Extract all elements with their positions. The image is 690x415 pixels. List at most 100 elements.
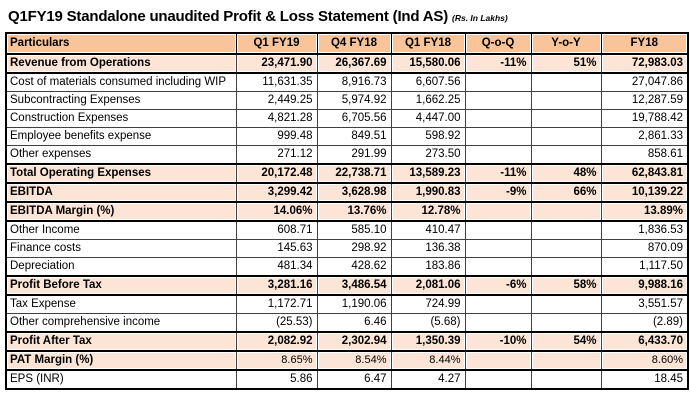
cell-yoy [530,294,602,314]
row-label: EPS (INR) [5,369,237,390]
cell-q1fy19: 145.63 [235,239,318,258]
cell-q1fy18: (5.68) [390,313,466,333]
cell-fy18: 19,788.42 [600,109,689,128]
cell-fy18: 9,988.16 [600,275,689,296]
cell-q1fy19: 1,172.71 [235,294,318,314]
cell-q1fy18: 12.78% [390,201,466,222]
cell-qoq [464,91,532,110]
cell-q1fy18: 6,607.56 [390,72,466,92]
cell-q4fy18: 13.76% [316,201,392,222]
col-header-q1fy19: Q1 FY19 [235,32,318,55]
cell-q1fy19: 8.65% [235,350,318,371]
table-row: Revenue from Operations 23,471.90 26,367… [5,53,689,74]
row-label: EBITDA [5,182,237,203]
page-title: Q1FY19 Standalone unaudited Profit & Los… [0,0,690,26]
cell-qoq: -10% [464,331,532,352]
col-header-qoq: Q-o-Q [464,32,532,55]
table-row: Construction Expenses 4,821.28 6,705.56 … [5,109,689,128]
cell-q1fy18: 1,662.25 [390,91,466,110]
table-row: Employee benefits expense 999.48 849.51 … [5,127,689,146]
cell-q4fy18: 6.46 [316,313,392,333]
cell-q1fy18: 8.44% [390,350,466,371]
cell-yoy [530,220,602,240]
cell-qoq [464,257,532,277]
cell-yoy [530,127,602,146]
cell-qoq [464,294,532,314]
cell-qoq [464,313,532,333]
cell-q4fy18: 26,367.69 [316,53,392,74]
cell-yoy [530,109,602,128]
cell-q1fy19: 4,821.28 [235,109,318,128]
cell-q1fy19: 999.48 [235,127,318,146]
header-row: Particulars Q1 FY19 Q4 FY18 Q1 FY18 Q-o-… [5,32,689,55]
cell-q1fy19: (25.53) [235,313,318,333]
table-row: Tax Expense 1,172.71 1,190.06 724.99 3,5… [5,294,689,314]
cell-q1fy19: 5.86 [235,369,318,390]
cell-q4fy18: 8.54% [316,350,392,371]
row-label: Construction Expenses [5,109,237,128]
cell-fy18: 72,983.03 [600,53,689,74]
cell-q1fy18: 1,350.39 [390,331,466,352]
cell-qoq [464,369,532,390]
cell-q1fy18: 15,580.06 [390,53,466,74]
col-header-fy18: FY18 [600,32,689,55]
cell-q1fy18: 410.47 [390,220,466,240]
cell-fy18: 858.61 [600,145,689,165]
unit-note: (Rs. In Lakhs) [452,13,508,23]
cell-fy18: 13.89% [600,201,689,222]
cell-qoq [464,239,532,258]
cell-yoy: 51% [530,53,602,74]
cell-yoy: 48% [530,163,602,184]
cell-q1fy18: 4,447.00 [390,109,466,128]
cell-yoy: 66% [530,182,602,203]
cell-yoy: 54% [530,331,602,352]
cell-q1fy18: 4.27 [390,369,466,390]
cell-yoy [530,369,602,390]
cell-q4fy18: 298.92 [316,239,392,258]
row-label: Cost of materials consumed including WIP [5,72,237,92]
table-row: Finance costs 145.63 298.92 136.38 870.0… [5,239,689,258]
table-row: EBITDA 3,299.42 3,628.98 1,990.83 -9% 66… [5,182,689,203]
cell-fy18: 3,551.57 [600,294,689,314]
cell-q4fy18: 22,738.71 [316,163,392,184]
cell-yoy [530,91,602,110]
cell-yoy [530,145,602,165]
cell-fy18: 870.09 [600,239,689,258]
table-row: Other comprehensive income (25.53) 6.46 … [5,313,689,333]
title-text: Q1FY19 Standalone unaudited Profit & Los… [8,8,448,25]
table-row: EPS (INR) 5.86 6.47 4.27 18.45 [5,369,689,390]
table-row: EBITDA Margin (%) 14.06% 13.76% 12.78% 1… [5,201,689,222]
cell-q1fy18: 2,081.06 [390,275,466,296]
cell-fy18: 8.60% [600,350,689,371]
table-row: Profit After Tax 2,082.92 2,302.94 1,350… [5,331,689,352]
row-label: PAT Margin (%) [5,350,237,371]
cell-qoq [464,72,532,92]
table-row: Other expenses 271.12 291.99 273.50 858.… [5,145,689,165]
col-header-yoy: Y-o-Y [530,32,602,55]
row-label: Finance costs [5,239,237,258]
cell-yoy [530,72,602,92]
cell-fy18: 2,861.33 [600,127,689,146]
cell-qoq [464,220,532,240]
pnl-table: Particulars Q1 FY19 Q4 FY18 Q1 FY18 Q-o-… [5,32,689,390]
table-row: Subcontracting Expenses 2,449.25 5,974.9… [5,91,689,110]
cell-qoq [464,109,532,128]
cell-q4fy18: 3,628.98 [316,182,392,203]
cell-q1fy19: 481.34 [235,257,318,277]
table-row: PAT Margin (%) 8.65% 8.54% 8.44% 8.60% [5,350,689,371]
cell-q4fy18: 849.51 [316,127,392,146]
cell-q1fy18: 183.86 [390,257,466,277]
table-row: Total Operating Expenses 20,172.48 22,73… [5,163,689,184]
cell-q1fy19: 14.06% [235,201,318,222]
row-label: Depreciation [5,257,237,277]
cell-q4fy18: 1,190.06 [316,294,392,314]
row-label: Profit Before Tax [5,275,237,296]
row-label: Employee benefits expense [5,127,237,146]
table-row: Profit Before Tax 3,281.16 3,486.54 2,08… [5,275,689,296]
cell-qoq [464,145,532,165]
cell-fy18: 18.45 [600,369,689,390]
row-label: Subcontracting Expenses [5,91,237,110]
cell-yoy: 58% [530,275,602,296]
cell-q1fy19: 23,471.90 [235,53,318,74]
row-label: Total Operating Expenses [5,163,237,184]
